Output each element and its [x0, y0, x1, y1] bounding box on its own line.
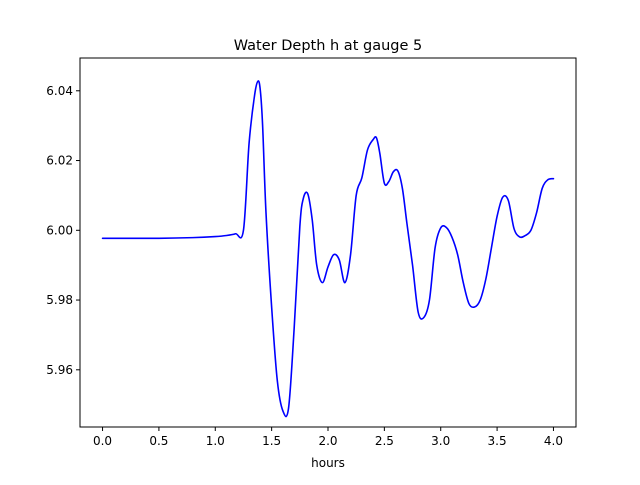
x-tick-label: 2.5 [375, 434, 394, 448]
plot-area-frame [79, 57, 577, 428]
x-tick-label: 1.5 [262, 434, 281, 448]
x-axis-ticks: 0.0 0.5 1.0 1.5 2.0 2.5 3.0 3.5 4.0 [93, 427, 563, 448]
y-tick-label: 6.02 [46, 154, 73, 168]
x-axis-label: hours [311, 456, 345, 470]
series-layer [101, 80, 555, 418]
y-axis-ticks: 5.96 5.98 6.00 6.02 6.04 [46, 84, 80, 377]
chart-title: Water Depth h at gauge 5 [234, 38, 422, 54]
y-tick-label: 5.96 [46, 363, 73, 377]
y-tick-label: 6.04 [46, 84, 73, 98]
series-line-0 [101, 80, 555, 418]
x-tick-label: 2.0 [318, 434, 337, 448]
x-tick-label: 3.0 [431, 434, 450, 448]
y-tick-label: 6.00 [46, 223, 73, 237]
y-tick-label: 5.98 [46, 293, 73, 307]
x-tick-label: 0.5 [149, 434, 168, 448]
x-tick-label: 3.5 [488, 434, 507, 448]
x-tick-label: 1.0 [206, 434, 225, 448]
x-tick-label: 0.0 [93, 434, 112, 448]
x-tick-label: 4.0 [544, 434, 563, 448]
